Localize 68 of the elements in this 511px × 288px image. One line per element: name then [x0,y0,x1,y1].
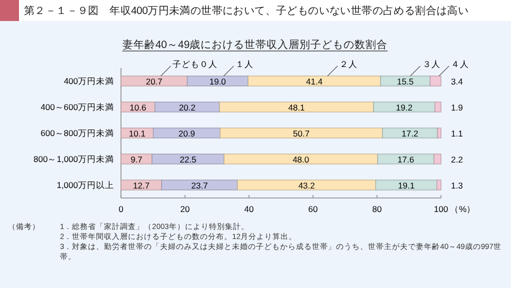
bar [437,128,442,138]
data-label: 15.5 [397,76,414,86]
data-label: 19.0 [209,76,226,86]
data-label: 9.7 [130,154,143,164]
data-label: 1.3 [451,180,464,190]
bar [375,180,438,190]
bar [152,154,224,164]
bar [377,154,434,164]
bar [237,180,376,190]
bar [120,154,152,164]
y-tick-label: 1,000万円以上 [56,180,114,190]
bar [120,76,188,86]
bar [434,102,442,112]
data-label: 1.1 [451,128,464,138]
x-tick-label: 40 [244,204,254,214]
data-label: 10.1 [128,128,146,138]
x-tick-label: 60 [308,204,318,214]
bar [436,180,442,190]
data-label: 20.2 [178,102,196,112]
data-label: 23.7 [191,180,208,190]
data-label: 20.9 [178,128,196,138]
bar [120,128,154,138]
data-label: 50.7 [293,128,310,138]
data-label: 22.5 [180,154,197,164]
bar [380,76,430,86]
series-label: ４人 [451,59,469,69]
data-label: 3.4 [451,76,464,86]
x-tick-label: 100 [434,204,448,214]
series-label: ３人 [422,59,440,69]
data-label: 1.9 [451,102,464,112]
x-tick-label: 20 [180,204,190,214]
y-tick-label: 400～600万円未満 [40,102,114,112]
bar [220,128,383,138]
bar [434,154,442,164]
y-tick-label: 400万円未満 [64,76,114,86]
data-label: 48.1 [288,102,306,112]
data-label: 19.1 [398,180,415,190]
chart-title: 第２－１－９図 年収400万円未満の世帯において、子どものいない世帯の占める割合は高い [24,4,469,18]
series-label: 子ども０人 [172,59,218,69]
bar [154,102,220,112]
bar [248,76,381,86]
data-label: 17.2 [402,128,419,138]
series-label: １人 [236,59,254,69]
bar [219,102,374,112]
bar [186,76,248,86]
data-label: 10.6 [130,102,147,112]
x-tick-label: 0 [118,204,124,214]
data-label: 2.2 [451,154,464,164]
bar [224,154,378,164]
x-tick-label: 80 [372,204,382,214]
bar [161,180,238,190]
bar [120,180,162,190]
data-label: 20.7 [146,76,163,86]
data-label: 43.2 [298,180,316,190]
data-label: 17.6 [398,154,414,164]
x-axis-title: （%） [450,204,476,214]
series-label: ２人 [340,59,358,69]
bar [382,128,438,138]
bar [430,76,442,86]
y-tick-label: 600～800万円未満 [40,128,114,138]
data-label: 48.0 [292,154,310,164]
bar [153,128,220,138]
bar [373,102,436,112]
chart-subtitle: 妻年齢40～49歳における世帯収入層別子どもの数割合 [122,38,388,51]
y-tick-label: 800～1,000万円未満 [34,154,114,164]
data-label: 12.7 [133,180,150,190]
data-label: 19.2 [396,102,413,112]
data-label: 41.4 [306,76,323,86]
